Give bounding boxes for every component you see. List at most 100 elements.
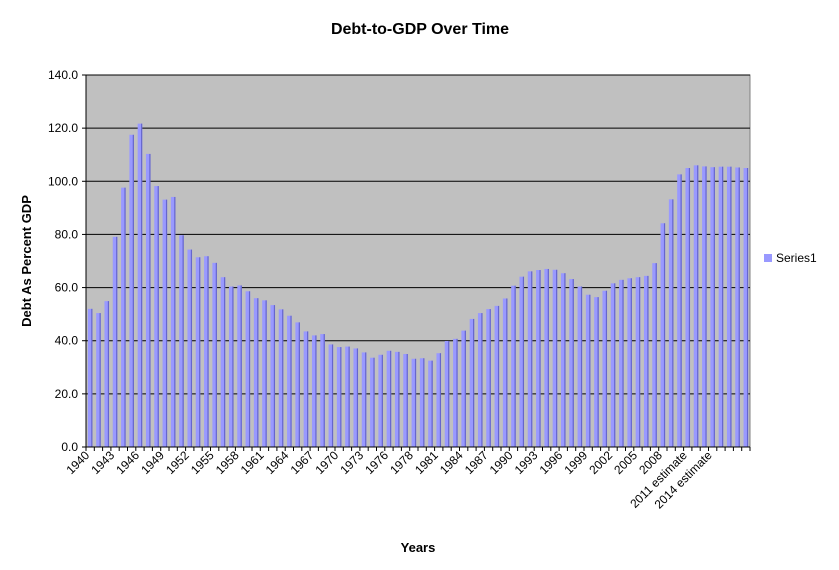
bar-shade — [182, 235, 184, 447]
bar — [145, 153, 151, 447]
bar — [577, 286, 583, 447]
bar-shade — [672, 199, 674, 447]
bar-shade — [240, 285, 242, 447]
bar-shade — [323, 334, 325, 447]
bar — [486, 309, 491, 447]
y-axis-title: Debt As Percent GDP — [19, 195, 34, 327]
bar — [262, 300, 267, 447]
y-tick-labels: 0.0 20.0 40.0 60.0 80.0 100.0 120.0 140.0 — [48, 68, 86, 454]
bar — [137, 123, 143, 447]
bar — [726, 166, 732, 447]
x-tick-label: 1973 — [337, 448, 366, 477]
bar — [270, 305, 276, 447]
x-tick-label: 1996 — [537, 448, 566, 477]
bar-shade — [132, 134, 134, 448]
bar — [303, 331, 309, 447]
bar-shade — [489, 309, 491, 447]
bar — [519, 276, 525, 447]
bar — [743, 168, 749, 447]
bar — [453, 338, 458, 447]
bar — [378, 354, 383, 447]
bar-shade — [365, 352, 367, 447]
bar-shade — [423, 358, 425, 447]
chart-title: Debt-to-GDP Over Time — [331, 21, 509, 38]
bar-shade — [688, 168, 691, 447]
bar-shade — [481, 313, 483, 447]
bar — [668, 199, 674, 447]
bar — [685, 168, 691, 447]
bar-shade — [265, 300, 267, 447]
y-tick-label: 120.0 — [48, 121, 78, 135]
bar-shade — [605, 290, 608, 447]
bar-shade — [589, 294, 591, 447]
bar-shade — [630, 278, 632, 447]
x-tick-label: 1984 — [437, 448, 466, 477]
bar — [627, 278, 632, 447]
legend-swatch-series1 — [764, 254, 772, 262]
bar — [245, 291, 251, 447]
bar-shade — [157, 186, 159, 447]
x-tick-labels: 1940194319461949195219551958196119641967… — [63, 447, 751, 511]
bar — [511, 285, 516, 447]
x-tick-label: 1946 — [113, 448, 142, 477]
bar-shade — [356, 348, 359, 447]
bar-shade — [116, 236, 118, 447]
bar-shade — [622, 279, 624, 447]
bar — [403, 354, 408, 447]
bar — [353, 348, 359, 447]
bar-shade — [224, 277, 226, 447]
bar-shade — [331, 344, 334, 447]
bar-shade — [497, 305, 500, 447]
bar-shade — [257, 298, 259, 447]
bar — [411, 358, 417, 447]
bar — [610, 283, 616, 447]
bar-shade — [738, 167, 740, 447]
bar — [444, 340, 450, 447]
x-tick-label: 1955 — [188, 448, 217, 477]
y-tick-label: 0.0 — [61, 440, 78, 454]
bar-shade — [705, 166, 707, 448]
bar-shade — [414, 358, 417, 447]
x-tick-label: 1967 — [288, 448, 317, 477]
x-tick-label: 1970 — [312, 448, 341, 477]
bar — [461, 330, 466, 447]
bar-shade — [730, 166, 732, 447]
bar — [96, 313, 101, 447]
x-tick-label: 1961 — [238, 448, 267, 477]
bar-shade — [107, 301, 110, 447]
bar-shade — [165, 199, 168, 447]
bar — [536, 270, 541, 447]
bar-shade — [340, 347, 342, 447]
bar — [328, 344, 334, 447]
bar — [179, 235, 184, 447]
bar-shade — [647, 275, 649, 447]
bar-shade — [381, 354, 383, 447]
bar — [320, 334, 325, 447]
bar-shade — [539, 270, 541, 447]
bar-shade — [697, 165, 699, 448]
bar — [237, 285, 242, 447]
bar-shade — [199, 257, 201, 447]
bar-shade — [547, 268, 549, 447]
bar-shade — [655, 263, 657, 447]
bar-shade — [398, 351, 400, 447]
bar-shade — [439, 353, 442, 447]
bar — [336, 347, 342, 447]
x-tick-label: 1987 — [462, 448, 491, 477]
x-axis-title: Years — [401, 540, 436, 555]
bar-shade — [713, 167, 715, 447]
bar — [502, 298, 508, 447]
bar — [469, 318, 475, 447]
bar — [569, 279, 574, 447]
bar — [436, 353, 442, 447]
legend-label-series1: Series1 — [776, 251, 817, 265]
bar — [287, 315, 292, 447]
x-tick-label: 1943 — [88, 448, 117, 477]
bar — [652, 263, 657, 447]
bar — [544, 268, 549, 447]
bar — [361, 352, 367, 447]
bar — [195, 257, 201, 447]
bar — [162, 199, 168, 447]
x-tick-label: 1993 — [512, 448, 541, 477]
